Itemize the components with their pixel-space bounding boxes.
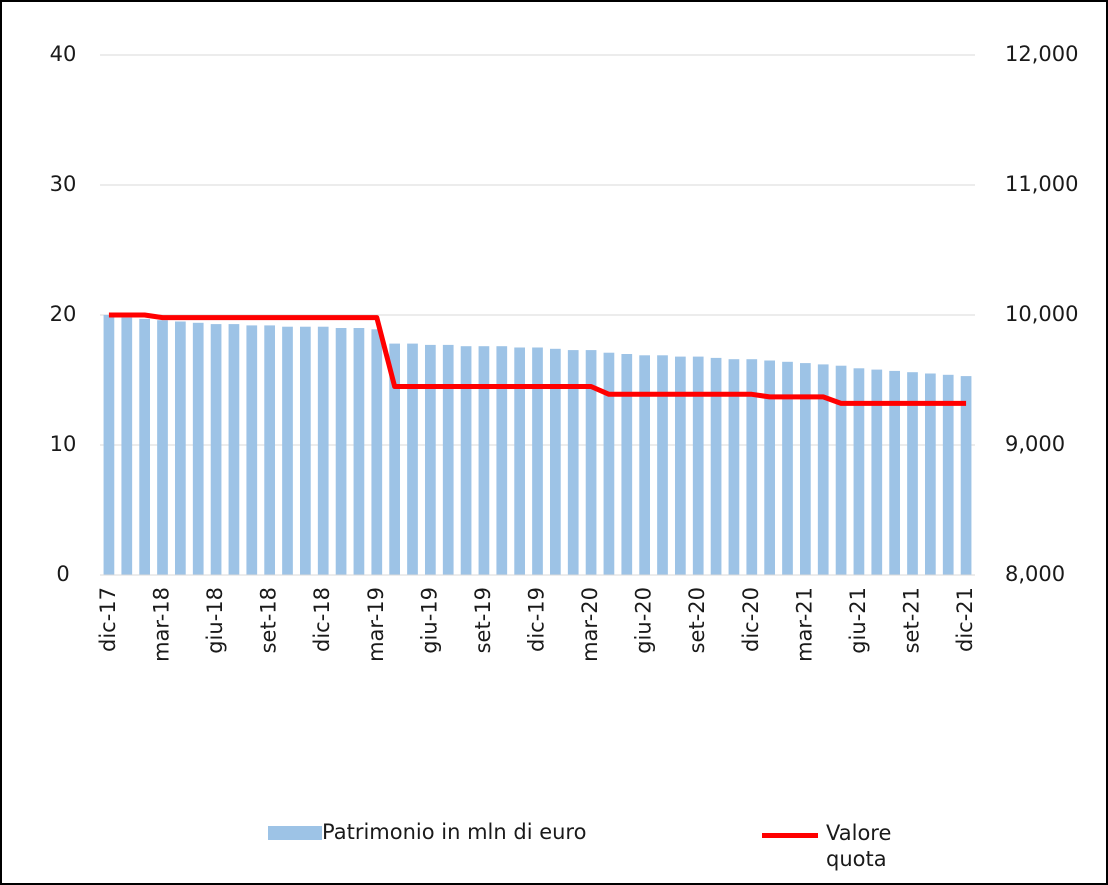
bar: [746, 359, 758, 575]
x-tick-label: mar-21: [792, 587, 816, 662]
bar: [603, 352, 615, 575]
bar: [246, 325, 258, 575]
x-tick-label: set-19: [471, 587, 495, 653]
legend-swatch: [762, 833, 818, 838]
x-tick-label: mar-19: [364, 587, 388, 662]
bar: [621, 354, 633, 575]
x-tick-label: dic-21: [953, 587, 977, 652]
bar: [210, 324, 222, 575]
bar: [478, 346, 490, 575]
bar: [103, 315, 115, 575]
bar: [121, 317, 133, 575]
y-tick-label: 40: [50, 42, 77, 66]
y2-tick-label: 9,000: [1005, 432, 1065, 456]
legend-swatch: [268, 826, 322, 840]
legend: Patrimonio in mln di euro: [268, 820, 586, 844]
bar: [407, 343, 418, 575]
bar: [942, 374, 954, 575]
x-tick-label: dic-19: [525, 587, 549, 652]
bar: [764, 360, 775, 575]
legend: Valore quota: [762, 820, 926, 872]
bar: [335, 328, 347, 575]
x-tick-label: dic-18: [310, 587, 334, 652]
bar: [282, 326, 293, 575]
bar: [228, 324, 240, 575]
bar: [585, 350, 597, 575]
x-tick-label: mar-20: [578, 587, 602, 662]
bar: [710, 357, 722, 575]
bar: [925, 373, 936, 575]
bar: [728, 359, 740, 575]
bar: [639, 355, 650, 575]
bar: [192, 322, 204, 575]
bar: [800, 363, 811, 575]
bar: [532, 347, 543, 575]
y2-tick-label: 8,000: [1005, 562, 1065, 586]
y-tick-label: 20: [50, 302, 77, 326]
bar: [675, 356, 686, 575]
y-tick-label: 30: [50, 172, 77, 196]
bar: [817, 364, 829, 575]
y2-tick-label: 12,000: [1005, 42, 1078, 66]
bar: [300, 326, 311, 575]
y-tick-label: 0: [56, 562, 69, 586]
x-tick-label: set-21: [900, 587, 924, 653]
bar: [139, 318, 150, 575]
y-tick-label: 10: [50, 432, 77, 456]
bar: [550, 348, 561, 575]
bar: [514, 347, 525, 575]
line: [108, 312, 967, 406]
y2-tick-label: 11,000: [1005, 172, 1078, 196]
bar: [853, 368, 865, 575]
bar: [567, 350, 579, 575]
x-tick-label: mar-18: [150, 587, 174, 662]
bar: [442, 344, 454, 575]
bar: [175, 321, 186, 575]
bar: [889, 370, 900, 575]
bar: [389, 343, 400, 575]
legend-label: Patrimonio in mln di euro: [322, 820, 587, 844]
bar: [460, 346, 472, 575]
y2-tick-label: 10,000: [1005, 302, 1078, 326]
bar: [960, 376, 972, 575]
bar: [264, 325, 275, 575]
bar: [692, 356, 704, 575]
x-tick-label: giu-18: [203, 587, 227, 654]
x-tick-label: dic-17: [96, 587, 120, 652]
x-tick-label: set-18: [257, 587, 281, 653]
bar: [317, 326, 329, 575]
x-tick-label: giu-20: [632, 587, 656, 654]
x-tick-label: dic-20: [739, 587, 763, 652]
bar: [371, 329, 383, 575]
x-tick-label: giu-21: [846, 587, 870, 654]
bar: [657, 355, 668, 575]
bar: [782, 361, 793, 575]
bar: [353, 328, 365, 575]
bar: [157, 320, 168, 575]
bar: [496, 346, 508, 575]
legend-label: Valore quota: [826, 821, 892, 871]
bar: [835, 365, 847, 575]
x-tick-label: set-20: [685, 587, 709, 653]
x-tick-label: giu-19: [417, 587, 441, 654]
bar: [907, 372, 918, 575]
bar: [425, 344, 436, 575]
bar: [871, 369, 883, 575]
